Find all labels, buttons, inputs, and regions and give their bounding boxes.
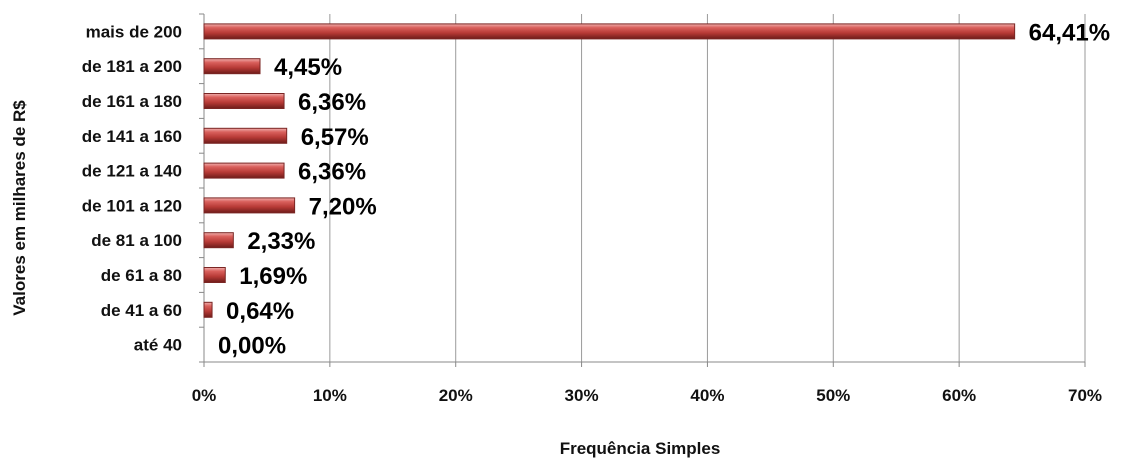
y-tick-labels: até 40 de 41 a 60 de 61 a 80 de 81 a 100 de … xyxy=(82,22,182,354)
x-tick-label: 0% xyxy=(192,386,217,405)
x-tick-label: 40% xyxy=(690,386,724,405)
bar xyxy=(203,93,285,109)
y-tick-label: de 181 a 200 xyxy=(82,57,182,76)
grid-lines xyxy=(199,13,1086,367)
data-label: 0,64% xyxy=(226,298,294,325)
bar xyxy=(203,232,234,249)
y-tick-label: de 141 a 160 xyxy=(82,127,182,146)
bars xyxy=(203,23,1016,318)
x-tick-labels: 0% 10% 20% 30% 40% 50% 60% 70% xyxy=(192,386,1102,405)
x-tick-label: 10% xyxy=(313,386,347,405)
y-tick-label: de 41 a 60 xyxy=(101,301,182,320)
data-label: 6,36% xyxy=(298,89,366,116)
data-labels: 0,00% 0,64% 1,69% 2,33% 7,20% 6,36% 6,57% 6,36%… xyxy=(218,19,1110,359)
y-tick-label: de 101 a 120 xyxy=(82,196,182,215)
y-axis-title: Valores em milhares de R$ xyxy=(10,100,29,316)
data-label: 2,33% xyxy=(247,228,315,255)
data-label: 1,69% xyxy=(239,263,307,290)
x-tick-label: 60% xyxy=(942,386,976,405)
bar xyxy=(203,127,288,144)
bar xyxy=(203,301,213,318)
data-label: 4,45% xyxy=(274,54,342,81)
data-label: 0,00% xyxy=(218,333,286,360)
data-label: 6,57% xyxy=(301,124,369,151)
bar xyxy=(203,267,226,283)
y-tick-label: de 121 a 140 xyxy=(82,162,182,181)
y-tick-label: até 40 xyxy=(134,336,182,355)
bar xyxy=(203,197,296,214)
data-label: 64,41% xyxy=(1029,19,1110,46)
data-label: 6,36% xyxy=(298,159,366,186)
data-label: 7,20% xyxy=(309,193,377,220)
y-tick-label: de 161 a 180 xyxy=(82,92,182,111)
x-tick-label: 70% xyxy=(1068,386,1102,405)
x-tick-label: 30% xyxy=(565,386,599,405)
x-axis-title: Frequência Simples xyxy=(560,439,721,458)
bar xyxy=(203,58,261,75)
y-tick-label: de 81 a 100 xyxy=(91,231,182,250)
bar xyxy=(203,162,285,179)
y-tick-label: de 61 a 80 xyxy=(101,266,182,285)
x-tick-label: 50% xyxy=(816,386,850,405)
x-tick-label: 20% xyxy=(439,386,473,405)
y-tick-label: mais de 200 xyxy=(86,22,182,41)
bar xyxy=(203,23,1016,40)
